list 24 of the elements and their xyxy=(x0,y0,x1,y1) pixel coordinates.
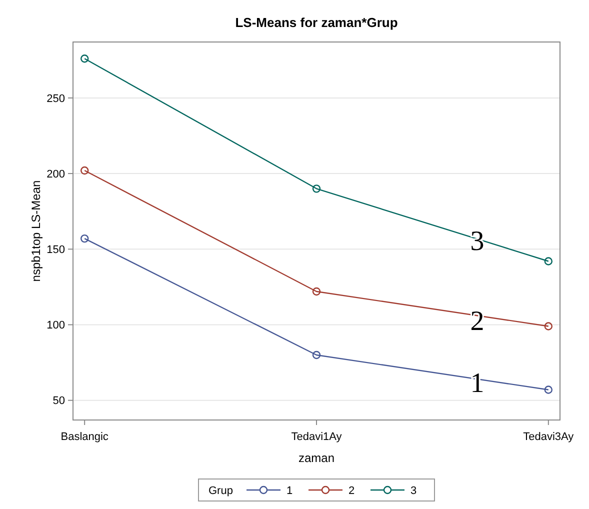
point xyxy=(312,350,321,360)
x-axis-title: zaman xyxy=(298,451,335,465)
legend-title: Grup xyxy=(208,484,233,497)
point xyxy=(544,386,553,394)
x-tick-label: Tedavi1Ay xyxy=(291,431,342,443)
chart-title: LS-Means for zaman*Grup xyxy=(235,15,398,30)
legend-label: 1 xyxy=(286,484,293,497)
y-tick-label: 200 xyxy=(46,168,65,180)
x-tick-label: Baslangic xyxy=(60,431,109,443)
y-tick-label: 100 xyxy=(46,320,65,332)
y-tick-label: 150 xyxy=(46,244,65,256)
y-tick-label: 50 xyxy=(52,395,65,408)
point xyxy=(544,322,553,330)
point xyxy=(312,287,321,296)
point xyxy=(80,54,89,63)
legend-label: 2 xyxy=(348,484,355,497)
point xyxy=(80,234,89,243)
legend-label: 3 xyxy=(410,484,417,497)
y-tick-label: 250 xyxy=(46,92,65,105)
point xyxy=(312,184,321,193)
point xyxy=(80,166,89,175)
y-axis-title: nspb1top LS-Mean xyxy=(29,180,43,282)
point xyxy=(544,257,553,266)
x-tick-label: Tedavi3Ay xyxy=(523,431,574,443)
